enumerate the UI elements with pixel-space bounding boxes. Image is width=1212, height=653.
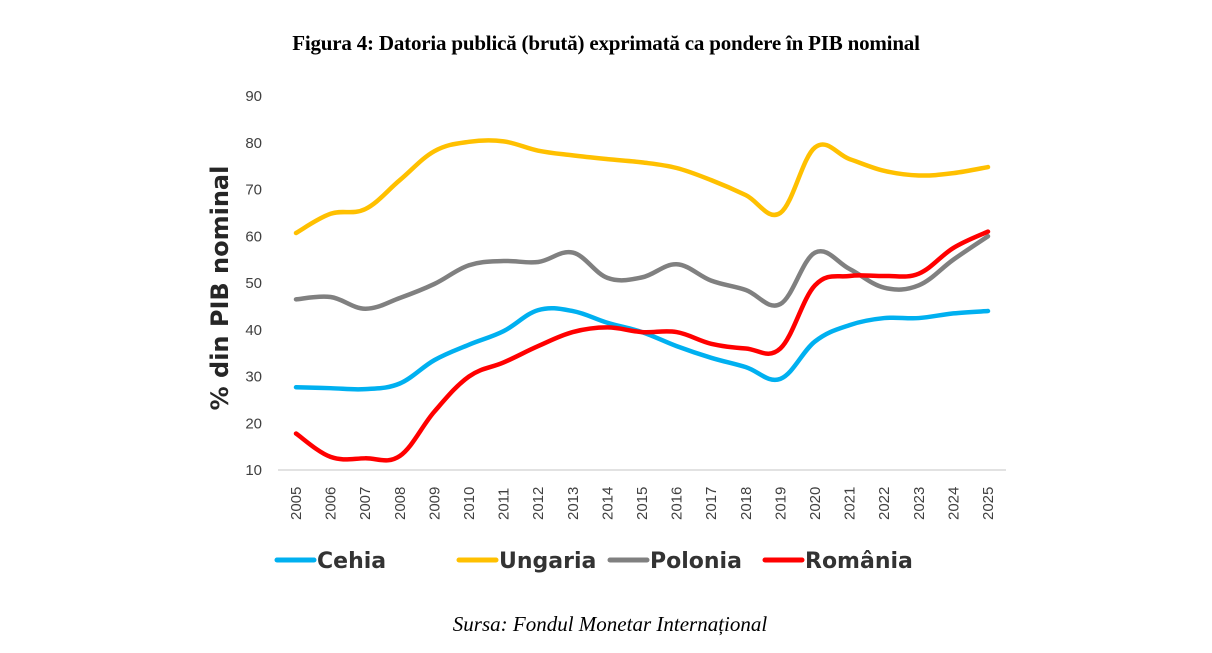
series-polonia (293, 234, 991, 311)
figure-title: Figura 4: Datoria publică (brută) exprim… (292, 31, 920, 55)
x-tick-label: 2013 (565, 487, 582, 520)
x-axis-ticks: 2005 2006 2007 2008 2009 2010 2011 2012 2013 2014… (288, 487, 997, 520)
legend-item-polonia: Polonia (607, 549, 742, 574)
legend-label-polonia: Polonia (650, 549, 742, 574)
x-tick-label: 2017 (703, 487, 720, 520)
x-tick-label: 2008 (392, 487, 409, 520)
series-romania (293, 229, 991, 463)
series-cehia (293, 305, 991, 392)
y-axis-label: % din PIB nominal (206, 166, 234, 411)
y-tick-label: 30 (245, 369, 262, 386)
y-tick-label: 50 (245, 275, 262, 292)
legend-label-cehia: Cehia (317, 549, 386, 574)
figure-source: Sursa: Fondul Monetar Internațional (452, 612, 768, 636)
x-tick-label: 2023 (911, 487, 928, 520)
y-tick-label: 10 (245, 462, 262, 479)
x-tick-label: 2021 (842, 487, 859, 520)
x-tick-label: 2014 (599, 487, 616, 520)
x-tick-label: 2007 (357, 487, 374, 520)
y-tick-label: 80 (245, 135, 262, 152)
series-line-romania (293, 229, 991, 463)
y-tick-label: 60 (245, 228, 262, 245)
x-tick-label: 2016 (669, 487, 686, 520)
y-tick-label: 70 (245, 182, 262, 199)
x-tick-label: 2024 (945, 487, 962, 520)
x-tick-label: 2012 (530, 487, 547, 520)
series-line-ungaria (293, 138, 991, 236)
x-tick-label: 2018 (738, 487, 755, 520)
y-tick-label: 20 (245, 415, 262, 432)
legend-item-cehia: Cehia (274, 549, 386, 574)
x-tick-label: 2022 (876, 487, 893, 520)
legend-item-romania: România (762, 549, 913, 574)
x-tick-label: 2020 (807, 487, 824, 520)
x-tick-label: 2011 (496, 488, 513, 520)
y-tick-label: 90 (245, 88, 262, 105)
legend-label-ungaria: Ungaria (499, 549, 596, 574)
series-line-polonia (293, 234, 991, 311)
legend-item-ungaria: Ungaria (456, 549, 596, 574)
x-tick-label: 2015 (634, 487, 651, 520)
x-tick-label: 2025 (980, 487, 997, 520)
x-tick-label: 2006 (323, 487, 340, 520)
legend-label-romania: România (805, 549, 913, 574)
y-tick-label: 40 (245, 322, 262, 339)
y-axis-ticks: 10 20 30 40 50 60 70 80 90 (245, 88, 262, 479)
x-tick-label: 2005 (288, 487, 305, 520)
x-tick-label: 2010 (461, 487, 478, 520)
series-lines (293, 138, 991, 463)
x-tick-label: 2009 (426, 487, 443, 520)
series-ungaria (293, 138, 991, 236)
legend: Cehia Ungaria Polonia România (274, 549, 913, 574)
x-tick-label: 2019 (772, 487, 789, 520)
